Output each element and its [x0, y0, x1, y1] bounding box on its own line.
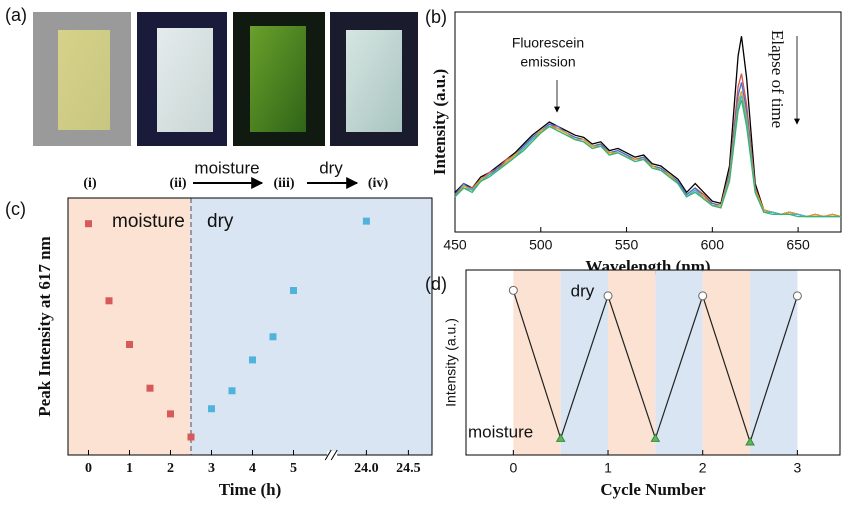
annotation: emission [520, 54, 575, 70]
x-tick-label: 24.0 [354, 461, 379, 476]
marker [650, 433, 661, 442]
x-tick-label: 2 [699, 460, 707, 476]
point [85, 220, 92, 228]
panel-label: (c) [5, 199, 26, 219]
x-tick-label: 0 [509, 460, 517, 476]
region [702, 270, 751, 455]
series-line [454, 99, 841, 218]
x-tick-label: 0 [85, 461, 92, 476]
plot-frame [454, 11, 842, 233]
sample-label: (iv) [368, 176, 389, 191]
region [655, 270, 703, 455]
sample-label: (i) [83, 176, 97, 191]
axis-break [327, 451, 338, 459]
x-tick-label: 5 [290, 461, 297, 476]
x-tick-label: 550 [615, 237, 639, 253]
sample [157, 28, 213, 132]
point [187, 433, 195, 441]
x-tick-label: 600 [701, 237, 725, 253]
x-tick-label: 4 [249, 461, 256, 476]
annotation: Fluorescein [512, 35, 584, 51]
point [362, 217, 370, 225]
point [290, 287, 297, 295]
region [608, 270, 656, 455]
marker [603, 291, 613, 301]
marker [745, 437, 755, 446]
axis-break [324, 449, 338, 461]
y-axis-label: Intensity (a.u.) [443, 318, 459, 407]
step-label: moisture [194, 158, 259, 177]
x-axis-label: Cycle Number [600, 480, 706, 499]
x-tick-label: 3 [208, 461, 215, 476]
x-tick-label: 1 [604, 460, 612, 476]
x-tick-label: 650 [786, 237, 810, 253]
marker [555, 433, 566, 442]
x-tick-label: 450 [443, 237, 467, 253]
sample-label: (iii) [274, 176, 295, 191]
point [269, 333, 277, 341]
x-tick-label: 1 [126, 461, 133, 476]
point [105, 297, 113, 305]
sample [58, 30, 110, 130]
point [228, 387, 236, 395]
region [750, 270, 798, 455]
region [191, 198, 432, 455]
region-label: dry [207, 211, 234, 232]
x-tick-label: 24.5 [396, 461, 421, 476]
panel-label: (a) [5, 5, 27, 25]
region [560, 270, 609, 455]
photos [33, 12, 418, 189]
region-label: moisture [468, 422, 533, 441]
sample [346, 30, 402, 132]
plot-frame [465, 269, 841, 456]
marker [792, 291, 802, 301]
point [126, 340, 133, 348]
point [208, 405, 215, 413]
region-label: moisture [112, 211, 185, 232]
x-tick-label: 2 [167, 461, 174, 476]
sample [250, 26, 306, 132]
y-axis-label: Peak Intensity at 617 nm [35, 236, 54, 416]
plot-frame [67, 197, 433, 456]
region-label: dry [571, 281, 595, 300]
panel-label: (d) [425, 274, 447, 294]
marker [698, 291, 708, 301]
x-axis-label: Time (h) [219, 480, 282, 499]
point [249, 356, 256, 364]
x-tick-label: 500 [529, 237, 553, 253]
point [167, 410, 174, 418]
sample-label: (ii) [169, 176, 186, 191]
point [146, 384, 154, 392]
y-axis-label: Intensity (a.u.) [430, 69, 449, 175]
marker [508, 285, 518, 295]
arrow-label: Elapse of time [768, 30, 787, 128]
step-label: dry [319, 158, 343, 177]
x-tick-label: 3 [793, 460, 801, 476]
panel-label: (b) [425, 7, 447, 27]
